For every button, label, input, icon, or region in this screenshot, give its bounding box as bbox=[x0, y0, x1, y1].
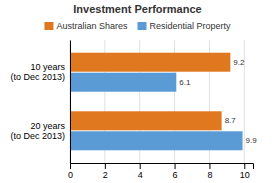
grid bbox=[70, 40, 244, 163]
data-label: 9.9 bbox=[246, 136, 258, 145]
tick-label-line: (to Dec 2013) bbox=[10, 131, 65, 141]
x-axis: 0 2 4 6 8 10 bbox=[68, 163, 254, 180]
legend-swatch bbox=[44, 22, 53, 30]
data-label: 9.2 bbox=[233, 58, 245, 67]
bar bbox=[70, 111, 222, 130]
bar bbox=[70, 73, 176, 92]
legend-item: Residential Property bbox=[138, 21, 232, 31]
tick-mark bbox=[209, 163, 210, 169]
tick-label: 0 bbox=[68, 170, 73, 180]
tick: 8 bbox=[207, 163, 212, 180]
tick: 4 bbox=[138, 163, 143, 180]
tick-label: 8 bbox=[207, 170, 212, 180]
y-axis: 20 years(to Dec 2013)10 years(to Dec 201… bbox=[10, 41, 70, 164]
bar-series bbox=[70, 73, 243, 151]
tick: 10 bbox=[240, 163, 250, 180]
tick-label: 10 years(to Dec 2013) bbox=[10, 62, 65, 82]
legend-item: Australian Shares bbox=[44, 21, 128, 31]
tick-label: 4 bbox=[138, 170, 143, 180]
tick-label: 10 bbox=[240, 170, 250, 180]
grid-line bbox=[70, 40, 71, 163]
tick-mark bbox=[70, 163, 71, 169]
bar-series bbox=[70, 53, 230, 131]
tick-label: 6 bbox=[173, 170, 178, 180]
plot: 8.79.29.96.1024681020 years(to Dec 2013)… bbox=[10, 40, 257, 180]
tick-label-line: 10 years bbox=[30, 62, 65, 72]
tick: 0 bbox=[68, 163, 73, 180]
tick-label-line: (to Dec 2013) bbox=[10, 72, 65, 82]
data-label: 6.1 bbox=[179, 78, 191, 87]
tick-label-line: 20 years bbox=[30, 120, 65, 130]
bar bbox=[70, 131, 243, 150]
data-label: 8.7 bbox=[225, 116, 237, 125]
bar bbox=[70, 53, 230, 72]
data-labels: 8.7 9.2 9.9 6.1 bbox=[179, 58, 257, 146]
tick: 20 years(to Dec 2013) bbox=[10, 120, 65, 140]
legend-swatch bbox=[138, 22, 147, 30]
bars bbox=[70, 53, 243, 151]
tick-label: 2 bbox=[103, 170, 108, 180]
chart: Investment Performance Australian Shares R… bbox=[0, 0, 275, 183]
tick-label: 20 years(to Dec 2013) bbox=[10, 120, 65, 140]
title: Investment Performance bbox=[73, 3, 201, 15]
legend-label: Residential Property bbox=[150, 21, 232, 31]
tick-mark bbox=[175, 163, 176, 169]
chart-container: Investment Performance Australian Shares R… bbox=[0, 0, 275, 183]
legend: Australian Shares Residential Property bbox=[44, 21, 231, 31]
tick: 6 bbox=[173, 163, 178, 180]
tick: 10 years(to Dec 2013) bbox=[10, 62, 65, 82]
axis-line bbox=[71, 164, 254, 170]
tick: 2 bbox=[103, 163, 108, 180]
legend-label: Australian Shares bbox=[56, 21, 128, 31]
tick-mark bbox=[140, 163, 141, 169]
axis-line bbox=[70, 41, 71, 164]
tick-mark bbox=[105, 163, 106, 169]
tick-mark bbox=[244, 163, 245, 169]
